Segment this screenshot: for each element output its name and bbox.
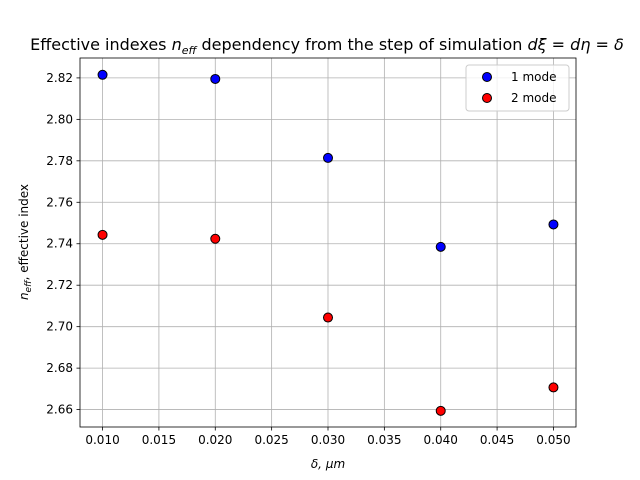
y-axis-ticks: 2.66 2.68 2.70 2.72 2.74 2.76 2.78 2.80 2.82 (46, 71, 80, 417)
title-middle: dependency from the step of simulation (196, 35, 527, 54)
x-axis-ticks: 0.010 0.015 0.020 0.025 0.030 0.035 0.040 0.045… (85, 427, 571, 447)
y-tick-label: 2.76 (46, 195, 73, 209)
title-subscript: eff (182, 44, 198, 57)
data-point-1-mode (97, 69, 108, 80)
y-tick-label: 2.72 (46, 278, 73, 292)
data-points (97, 69, 559, 416)
data-point-1-mode (548, 219, 559, 230)
legend-marker-2-mode (482, 93, 492, 103)
y-axis-label: neff, effective index (17, 184, 34, 300)
legend-marker-1-mode (482, 72, 492, 82)
data-point-1-mode (323, 152, 333, 163)
data-point-2-mode (323, 312, 333, 323)
y-tick-label: 2.80 (46, 112, 73, 126)
title-equation: dξ = dη = δ (528, 35, 625, 54)
y-tick-label: 2.70 (46, 320, 73, 334)
data-point-2-mode (435, 405, 446, 416)
x-tick-label: 0.045 (480, 433, 514, 447)
y-label-symbol: n (17, 292, 31, 300)
title-symbol: n (172, 35, 182, 54)
y-tick-label: 2.78 (46, 154, 73, 168)
x-tick-label: 0.010 (85, 433, 119, 447)
data-point-2-mode (548, 382, 559, 393)
x-tick-label: 0.020 (198, 433, 232, 447)
y-tick-label: 2.66 (46, 403, 73, 417)
x-tick-label: 0.035 (367, 433, 401, 447)
x-tick-label: 0.025 (254, 433, 288, 447)
grid-lines (80, 58, 576, 427)
legend-label-1-mode: 1 mode (511, 70, 556, 84)
x-tick-label: 0.040 (424, 433, 458, 447)
plot-frame (79, 57, 577, 428)
x-tick-label: 0.030 (311, 433, 345, 447)
y-tick-label: 2.74 (46, 237, 73, 251)
legend: 1 mode 2 mode (465, 64, 570, 112)
legend-label-2-mode: 2 mode (511, 91, 556, 105)
data-point-1-mode (210, 73, 221, 84)
data-point-2-mode (210, 233, 221, 244)
y-label-subscript: eff (24, 279, 34, 293)
y-tick-label: 2.82 (46, 71, 73, 85)
chart-title: Effective indexes neff dependency from t… (30, 35, 624, 57)
data-point-2-mode (97, 229, 108, 240)
x-axis-label: δ, μm (311, 457, 345, 471)
y-tick-label: 2.68 (46, 361, 73, 375)
data-point-1-mode (435, 241, 446, 252)
x-tick-label: 0.050 (536, 433, 570, 447)
y-label-rest: , effective index (17, 184, 31, 280)
x-tick-label: 0.015 (142, 433, 176, 447)
title-prefix: Effective indexes (30, 35, 171, 54)
